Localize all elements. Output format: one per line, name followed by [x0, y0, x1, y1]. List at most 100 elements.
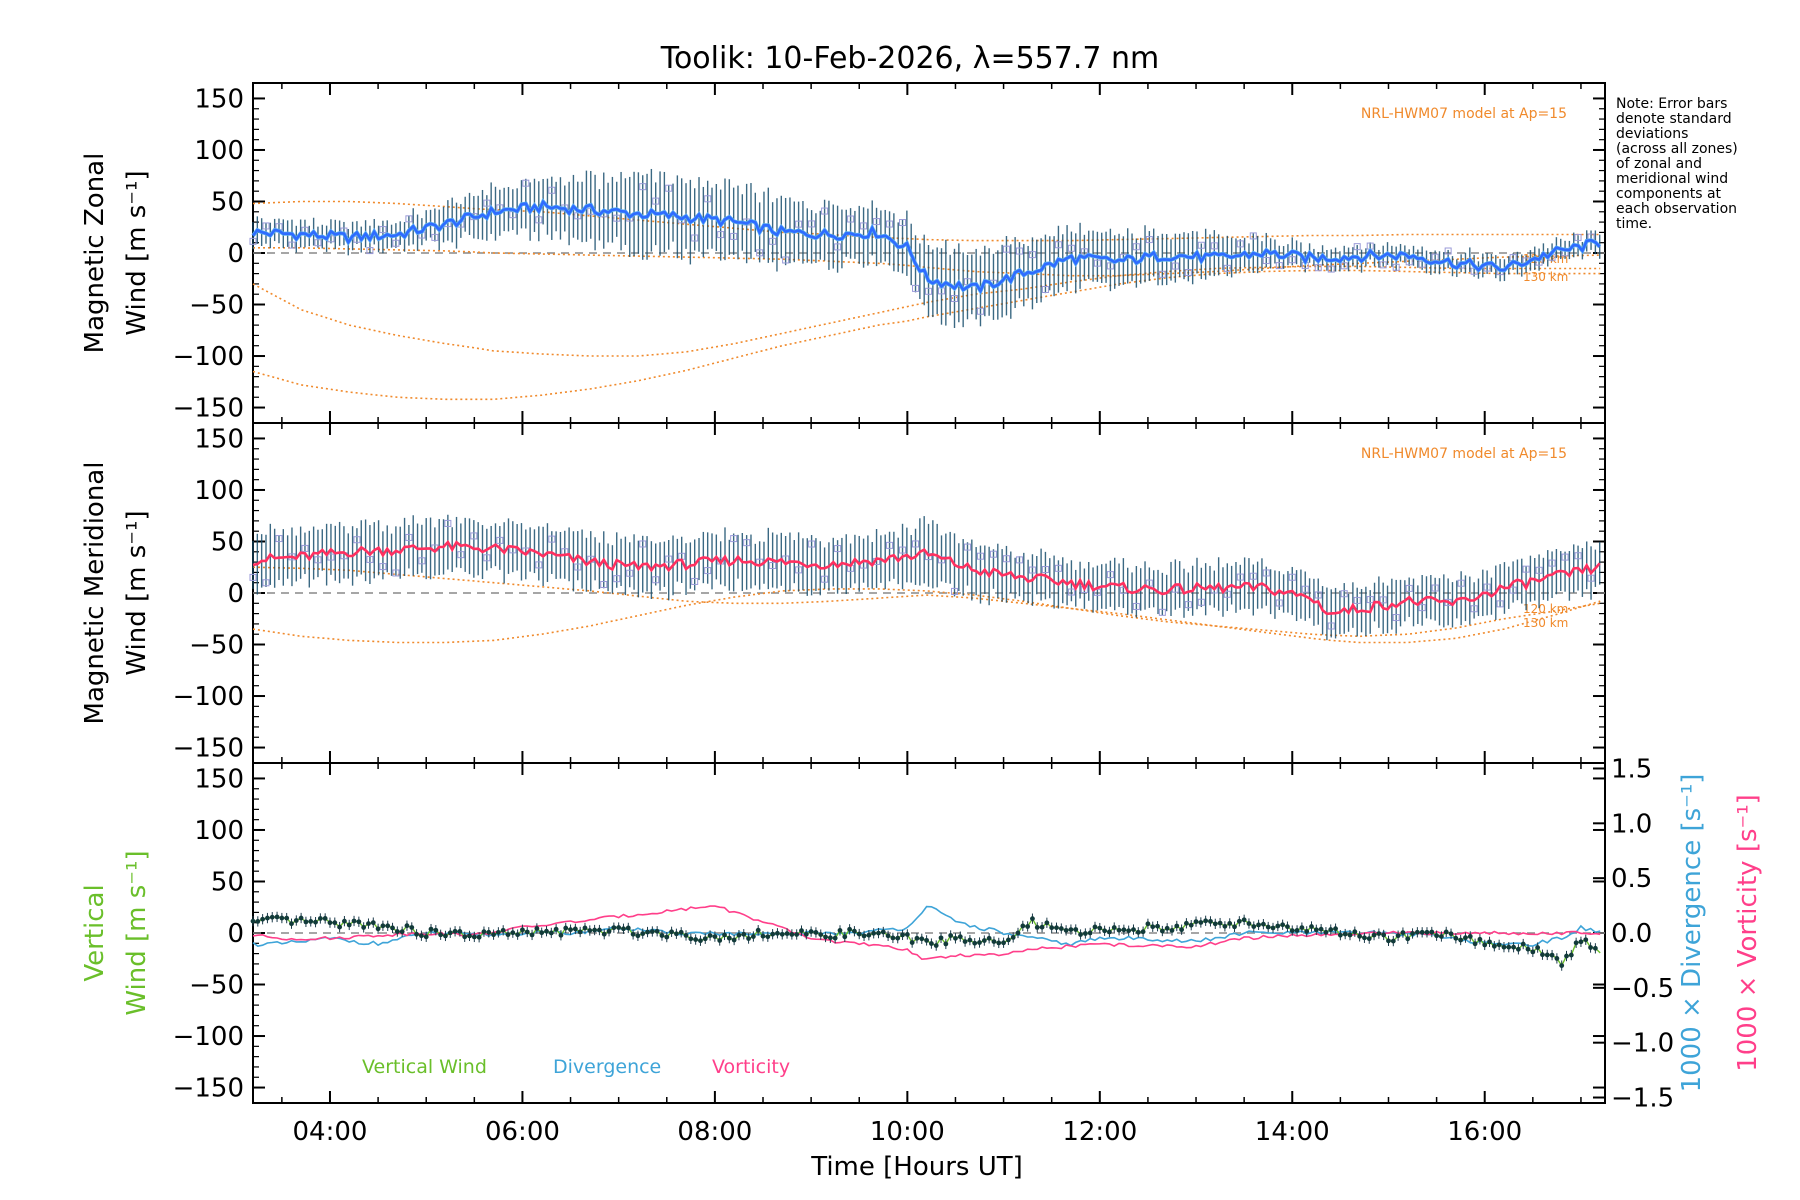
meridional-zone-point	[1184, 601, 1192, 609]
meridional-zone-point	[392, 569, 400, 577]
vertical-wind-point	[1155, 923, 1160, 929]
meridional-zone-point	[496, 536, 504, 544]
meridional-zone-point	[912, 540, 920, 548]
meridional-zone-point	[1587, 574, 1595, 582]
vertical-wind-point	[1347, 932, 1353, 938]
vertical-wind-point	[1304, 928, 1310, 934]
zonal-zone-point	[860, 222, 868, 230]
y-tick-label: −150	[173, 1074, 244, 1104]
vertical-wind-point	[953, 935, 958, 941]
vertical-wind-point	[443, 933, 448, 939]
meridional-zone-point	[262, 579, 270, 587]
zonal-zone-point	[873, 218, 881, 226]
meridional-zone-point	[795, 566, 803, 574]
vertical-wind-point	[957, 934, 963, 940]
vertical-wind-point	[1313, 927, 1319, 933]
zonal-zone-point	[1028, 251, 1036, 259]
vertical-wind-point	[779, 931, 785, 937]
vertical-wind-point	[606, 928, 612, 934]
vertical-wind-point	[1583, 937, 1589, 943]
vertical-wind-point	[871, 930, 877, 936]
vertical-wind-point	[370, 920, 376, 926]
y2-tick-label: −1.5	[1611, 1084, 1674, 1114]
meridional-zone-point	[1158, 608, 1166, 616]
vertical-wind-point	[1203, 918, 1209, 924]
meridional-zone-point	[1353, 596, 1361, 604]
vertical-wind-point	[1294, 928, 1300, 933]
zonal-zone-point	[1574, 233, 1582, 241]
zonal-zone-point	[1184, 269, 1192, 277]
vertical-wind-point	[481, 929, 487, 935]
zonal-zone-point	[1067, 244, 1075, 252]
meridional-zone-point	[1041, 566, 1049, 574]
vertical-wind-point	[1588, 945, 1593, 950]
vertical-wind-point	[1511, 944, 1516, 950]
zonal-zone-point	[963, 278, 971, 286]
vertical-wind-point	[1414, 929, 1420, 935]
zonal-zone-point	[899, 219, 907, 227]
vertical-wind-point	[1010, 935, 1016, 940]
vertical-wind-point	[1573, 940, 1579, 946]
x-tick-label: 16:00	[1447, 1117, 1522, 1147]
vertical-wind-point	[1525, 946, 1531, 952]
vertical-wind-point	[1188, 922, 1194, 928]
vertical-wind-point	[361, 925, 367, 930]
meridional-zone-point	[574, 563, 582, 571]
vertical-wind-point	[900, 932, 905, 938]
vertical-wind-point	[1068, 927, 1074, 932]
note-line: (across all zones)	[1616, 141, 1738, 157]
vertical-wind-point	[746, 936, 751, 941]
vertical-wind-point	[803, 931, 809, 937]
meridional-zone-point	[1418, 604, 1426, 612]
vertical-wind-point	[967, 937, 973, 943]
plot-content	[249, 168, 1605, 971]
vertical-wind-point	[332, 920, 338, 926]
vertical-wind-point	[770, 931, 776, 937]
vertical-wind-point	[447, 930, 453, 936]
vertical-wind-point	[1116, 927, 1122, 933]
vertical-wind-point	[1429, 929, 1435, 935]
meridional-ylabel-line2: Wind [m s⁻¹]	[122, 510, 152, 675]
vertical-wind-point	[1453, 935, 1459, 941]
vertical-wind-point	[495, 929, 501, 935]
zonal-zone-point	[574, 212, 582, 220]
note-line: time.	[1616, 216, 1652, 232]
zonal-zone-point	[1054, 241, 1062, 249]
vertical-wind-point	[972, 940, 978, 946]
vertical-wind-point	[486, 929, 492, 935]
zonal-zone-point	[1392, 263, 1400, 271]
y2-tick-label: −0.5	[1611, 974, 1674, 1004]
zonal-zone-point	[704, 195, 712, 203]
zonal-zone-point	[431, 233, 439, 241]
zonal-ylabel: Magnetic Zonal Wind [m s⁻¹]	[80, 153, 152, 354]
zonal-model-label: NRL-HWM07 model at Ap=15	[1361, 106, 1567, 122]
vertical-wind-point	[1241, 917, 1247, 923]
vertical-wind-point	[394, 929, 400, 934]
vertical-wind-point	[755, 927, 761, 933]
vertical-wind-point	[1448, 931, 1454, 937]
vertical-wind-point	[1280, 922, 1286, 928]
vertical-wind-point	[491, 932, 496, 938]
vertical-wind-point	[823, 934, 828, 940]
vertical-wind-point	[385, 923, 391, 929]
vertical-wind-point	[289, 921, 294, 927]
vertical-wind-point	[1506, 944, 1512, 950]
meridional-zone-point	[704, 567, 712, 575]
zonal-zone-point	[1275, 262, 1283, 270]
meridional-zone-point	[639, 540, 647, 548]
zonal-zone-point	[1015, 247, 1023, 255]
vertical-wind-point	[1419, 929, 1425, 935]
y-tick-label: −150	[173, 394, 244, 424]
zonal-zone-point	[1106, 262, 1114, 270]
chart-title: Toolik: 10-Feb-2026, λ=557.7 nm	[660, 41, 1160, 76]
vertical-wind-point	[760, 933, 766, 939]
vertical-wind-point	[342, 918, 347, 924]
vertical-wind-point	[837, 927, 843, 933]
vertical-wind-point	[919, 936, 925, 942]
vertical-wind-point	[1491, 943, 1497, 949]
vertical-wind-point	[904, 932, 910, 937]
y-tick-label: 50	[211, 187, 244, 217]
zonal-zone-point	[1379, 261, 1387, 269]
meridional-zone-point	[301, 544, 309, 552]
zonal-zone-point	[808, 220, 816, 228]
